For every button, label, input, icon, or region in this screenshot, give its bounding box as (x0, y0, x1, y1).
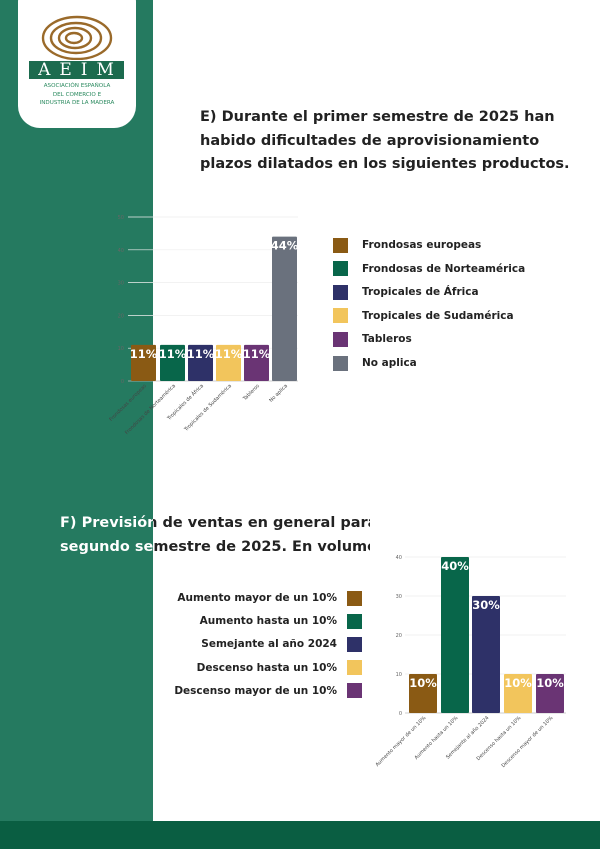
legend-label: Frondosas de Norteamérica (362, 262, 526, 275)
legend-item: Descenso mayor de un 10% (174, 683, 362, 699)
legend-swatch (347, 590, 362, 606)
bar-value-label: 11% (243, 347, 271, 361)
legend-label: Aumento hasta un 10% (199, 615, 337, 628)
legend-label: Aumento mayor de un 10% (177, 592, 337, 604)
x-tick-label: Descenso mayor de un 10% (500, 715, 554, 769)
title-line: plazos dilatados en los siguientes produ… (200, 156, 570, 172)
legend-swatch (347, 636, 362, 652)
logo-acronym: AEIM (29, 61, 124, 79)
bar (160, 344, 185, 381)
bar (272, 236, 297, 381)
legend-item: Tropicales de Sudamérica (333, 308, 514, 324)
y-tick-label: 0 (399, 711, 402, 717)
bar-value-label: 30% (472, 598, 500, 612)
legend-label: Descenso mayor de un 10% (174, 684, 337, 697)
legend-item: Tableros (333, 331, 412, 347)
bar (536, 674, 564, 713)
bar (504, 674, 532, 713)
legend-label: Semejante al año 2024 (201, 638, 337, 651)
legend-item: Aumento hasta un 10% (200, 613, 362, 629)
legend-swatch (347, 683, 362, 699)
bar-value-label: 10% (536, 676, 564, 690)
legend-label: Tropicales de África (362, 286, 479, 299)
x-tick-label: Tropicales de África (165, 382, 205, 422)
section-f-title: F) Previsión de ventas en general para e… (60, 512, 370, 559)
bar-value-label: 10% (504, 676, 532, 690)
legend-item: Semejante al año 2024 (201, 636, 362, 652)
legend-label: Frondosas europeas (362, 239, 482, 251)
legend-label: Tropicales de Sudamérica (362, 309, 514, 322)
logo-subtitle-line: DEL COMERCIO E (52, 91, 102, 98)
bar (441, 557, 469, 713)
section-e-title: E) Durante el primer semestre de 2025 ha… (200, 106, 570, 177)
legend-item: Aumento mayor de un 10% (177, 590, 362, 606)
title-line: F) Previsión de ventas en general para e… (60, 515, 398, 531)
bar-value-label: 10% (409, 676, 437, 690)
y-tick-label: 40 (396, 555, 402, 561)
x-tick-label: Tropicales de Sudamérica (182, 382, 233, 433)
bar-value-label: 44% (271, 239, 299, 253)
bar-value-label: 40% (441, 559, 469, 573)
x-tick-label: No aplica (268, 383, 289, 404)
legend-item: No aplica (333, 355, 417, 371)
bar-value-label: 11% (187, 347, 215, 361)
bar (409, 674, 437, 713)
title-line: E) Durante el primer semestre de 2025 ha… (200, 109, 555, 125)
legend-label: Descenso hasta un 10% (196, 661, 337, 674)
legend-swatch (347, 660, 362, 676)
y-tick-label: 10 (396, 672, 402, 678)
legend-swatch (333, 261, 348, 277)
legend-label: No aplica (362, 357, 417, 369)
title-line: habido dificultades de aprovisionamiento (200, 132, 540, 149)
legend-item: Frondosas europeas (333, 237, 481, 253)
x-tick-label: Semejante al año 2024 (445, 715, 490, 760)
legend-swatch (333, 237, 348, 253)
logo-subtitle-line: INDUSTRIA DE LA MADERA (39, 100, 115, 106)
sidebar-band (0, 0, 153, 821)
legend-swatch (333, 284, 348, 300)
legend-label: Tableros (362, 333, 412, 346)
legend-swatch (333, 355, 348, 371)
legend-swatch (347, 613, 362, 629)
footer-band (0, 821, 600, 849)
x-tick-label: Tableros (241, 383, 261, 403)
x-tick-label: Aumento mayor de un 10% (375, 715, 428, 768)
title-line: segundo semestre de 2025. En volumen m3. (60, 538, 424, 555)
wood-rings-icon (41, 15, 113, 60)
bar-value-label: 11% (159, 347, 187, 361)
bar (188, 344, 213, 381)
logo-subtitle-line: ASOCIACIÓN ESPAÑOLA (43, 83, 111, 89)
bar (244, 344, 269, 381)
y-tick-label: 20 (396, 633, 402, 639)
legend-swatch (333, 331, 348, 347)
legend-item: Frondosas de Norteamérica (333, 261, 525, 277)
legend-swatch (333, 308, 348, 324)
aeim-logo: AEIM ASOCIACIÓN ESPAÑOLA DEL COMERCIO E … (18, 0, 136, 128)
bar-value-label: 11% (215, 347, 243, 361)
bar (472, 596, 500, 713)
y-tick-label: 30 (396, 594, 402, 600)
bar (216, 344, 241, 381)
legend-item: Descenso hasta un 10% (197, 660, 362, 676)
x-tick-label: Aumento hasta un 10% (414, 715, 460, 761)
x-tick-label: Descenso hasta un 10% (476, 715, 523, 762)
legend-item: Tropicales de África (333, 284, 479, 300)
